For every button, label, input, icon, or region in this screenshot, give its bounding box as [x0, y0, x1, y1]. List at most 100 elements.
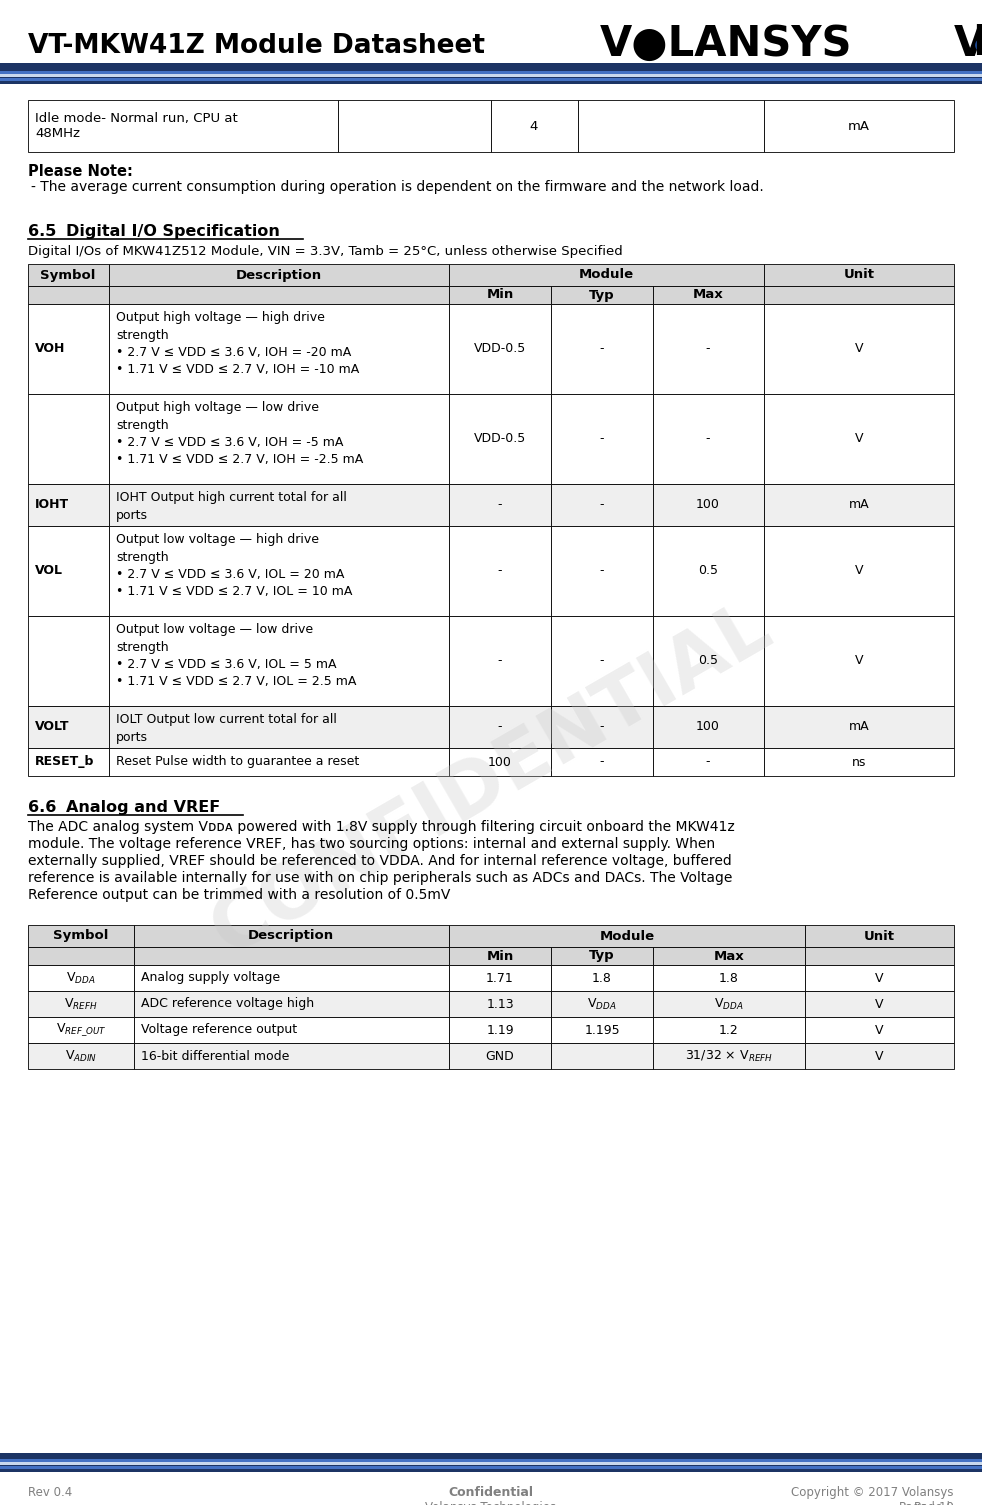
Bar [28, 263, 109, 286]
Bar [28, 965, 134, 990]
Bar [0, 71, 982, 74]
Bar [551, 965, 653, 990]
Text: V: V [875, 998, 883, 1010]
Text: 6.6: 6.6 [28, 801, 56, 816]
Text: V: V [854, 655, 863, 668]
Text: Page | ​19: Page | ​19 [899, 1500, 954, 1505]
Text: RESET_b: RESET_b [35, 756, 94, 769]
Bar [653, 706, 764, 748]
Text: Description: Description [236, 268, 322, 281]
Bar [109, 616, 449, 706]
Text: V$_{REFH}$: V$_{REFH}$ [64, 996, 98, 1011]
Text: Copyright © 2017 Volansys: Copyright © 2017 Volansys [791, 1485, 954, 1499]
Text: mA: mA [848, 498, 869, 512]
Text: 1.8: 1.8 [592, 972, 612, 984]
Text: VOL: VOL [35, 564, 63, 578]
Bar [0, 78, 982, 81]
Text: V$_{DDA}$: V$_{DDA}$ [66, 971, 96, 986]
Text: 100: 100 [696, 721, 720, 733]
Bar [551, 706, 653, 748]
Text: V: V [954, 23, 982, 65]
Text: 6.5: 6.5 [28, 224, 56, 239]
Text: Reference output can be trimmed with a resolution of 0.5mV: Reference output can be trimmed with a r… [28, 888, 451, 901]
Text: Output low voltage — low drive
strength
• 2.7 V ≤ VDD ≤ 3.6 V, IOL = 5 mA
• 1.71: Output low voltage — low drive strength … [116, 623, 356, 688]
Text: Module: Module [578, 268, 633, 281]
Text: Please Note:: Please Note: [28, 164, 133, 179]
Bar [28, 990, 134, 1017]
Bar [28, 1043, 134, 1069]
Text: 31/32 × V$_{REFH}$: 31/32 × V$_{REFH}$ [685, 1049, 773, 1064]
Bar [449, 286, 551, 304]
Text: -: - [498, 564, 502, 578]
Bar [109, 706, 449, 748]
Text: Unit: Unit [844, 268, 875, 281]
Bar [551, 485, 653, 527]
Text: 0.5: 0.5 [698, 655, 718, 668]
Bar [109, 286, 449, 304]
Bar [805, 1017, 954, 1043]
Text: Reset Pulse width to guarantee a reset: Reset Pulse width to guarantee a reset [116, 756, 359, 768]
Bar [0, 1455, 982, 1458]
Text: Digital I/Os of MKW41Z512 Module, VIN = 3.3V, Tamb = 25°C, unless otherwise Spec: Digital I/Os of MKW41Z512 Module, VIN = … [28, 245, 623, 257]
Bar [551, 1043, 653, 1069]
Bar [109, 304, 449, 394]
Text: Description: Description [247, 930, 334, 942]
Bar [653, 947, 805, 965]
Bar [653, 616, 764, 706]
Bar [653, 485, 764, 527]
Text: V$_{DDA}$: V$_{DDA}$ [714, 996, 743, 1011]
Bar [653, 1043, 805, 1069]
Text: ns: ns [851, 756, 866, 769]
Bar [764, 527, 954, 616]
Bar [28, 748, 109, 777]
Text: VOLT: VOLT [35, 721, 70, 733]
Bar [28, 616, 109, 706]
Bar [134, 947, 449, 965]
Bar [449, 394, 551, 485]
Text: VDD-0.5: VDD-0.5 [474, 432, 526, 445]
Bar [28, 394, 109, 485]
Bar [653, 394, 764, 485]
Text: Symbol: Symbol [53, 930, 109, 942]
Text: Volansys Technologies: Volansys Technologies [425, 1500, 557, 1505]
Bar [805, 1043, 954, 1069]
Bar [449, 1043, 551, 1069]
Bar [449, 527, 551, 616]
Bar [805, 947, 954, 965]
Bar [653, 990, 805, 1017]
Text: GND: GND [486, 1049, 515, 1063]
Bar [28, 99, 338, 152]
Text: Module: Module [599, 930, 655, 942]
Text: Min: Min [486, 950, 514, 963]
Text: 0.5: 0.5 [698, 564, 718, 578]
Text: mA: mA [848, 721, 869, 733]
Bar [109, 527, 449, 616]
Bar [0, 1455, 982, 1472]
Bar [449, 990, 551, 1017]
Text: Idle mode- Normal run, CPU at
48MHz: Idle mode- Normal run, CPU at 48MHz [35, 111, 238, 140]
Text: Confidential: Confidential [449, 1485, 533, 1499]
Bar [449, 304, 551, 394]
Bar [653, 304, 764, 394]
Text: V: V [875, 972, 883, 984]
Bar [0, 1461, 982, 1464]
Text: V: V [875, 1049, 883, 1063]
Bar [449, 485, 551, 527]
Bar [109, 485, 449, 527]
Bar [28, 485, 109, 527]
Text: Typ: Typ [589, 289, 615, 301]
Bar [28, 1017, 134, 1043]
Text: Min: Min [486, 289, 514, 301]
Text: -: - [600, 721, 604, 733]
Text: -: - [498, 498, 502, 512]
Bar [28, 926, 134, 947]
Text: ●: ● [974, 35, 982, 54]
Bar [551, 616, 653, 706]
Text: Max: Max [714, 950, 744, 963]
Bar [449, 1017, 551, 1043]
Bar [0, 68, 982, 71]
Bar [653, 1017, 805, 1043]
Text: -: - [600, 432, 604, 445]
Text: Rev 0.4: Rev 0.4 [28, 1485, 73, 1499]
Text: Output high voltage — low drive
strength
• 2.7 V ≤ VDD ≤ 3.6 V, IOH = -5 mA
• 1.: Output high voltage — low drive strength… [116, 400, 363, 467]
